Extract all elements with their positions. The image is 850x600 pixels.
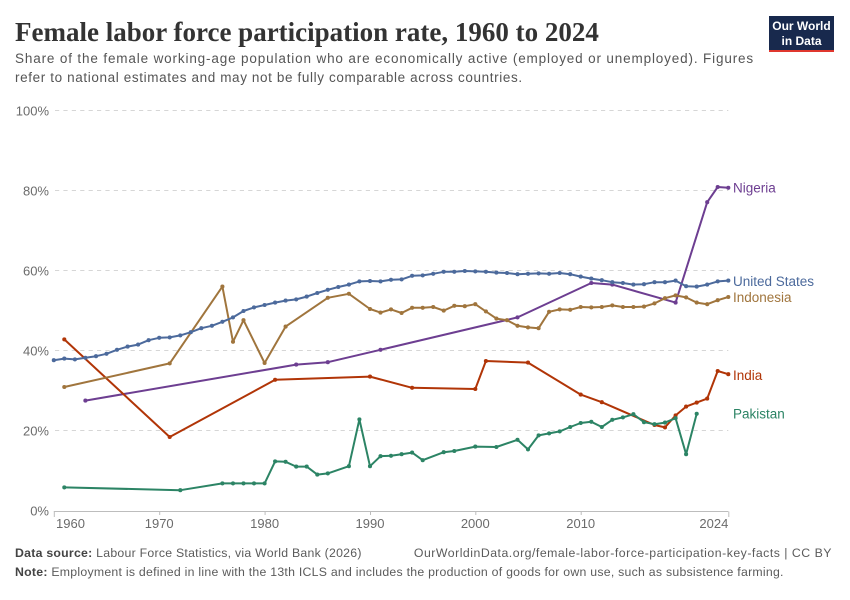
svg-text:United States: United States — [733, 274, 814, 289]
svg-text:1960: 1960 — [56, 516, 85, 531]
svg-text:Nigeria: Nigeria — [733, 181, 776, 196]
svg-text:1990: 1990 — [356, 516, 385, 531]
svg-text:Pakistan: Pakistan — [733, 406, 785, 421]
svg-text:40%: 40% — [23, 344, 49, 359]
svg-text:Indonesia: Indonesia — [733, 290, 792, 305]
svg-text:2000: 2000 — [461, 516, 490, 531]
svg-text:2010: 2010 — [566, 516, 595, 531]
svg-text:100%: 100% — [16, 104, 50, 119]
svg-text:1970: 1970 — [145, 516, 174, 531]
svg-text:80%: 80% — [23, 184, 49, 199]
svg-text:60%: 60% — [23, 264, 49, 279]
svg-text:20%: 20% — [23, 424, 49, 439]
svg-text:2024: 2024 — [699, 516, 728, 531]
svg-text:0%: 0% — [30, 504, 49, 519]
svg-text:1980: 1980 — [250, 516, 279, 531]
svg-text:India: India — [733, 368, 763, 383]
